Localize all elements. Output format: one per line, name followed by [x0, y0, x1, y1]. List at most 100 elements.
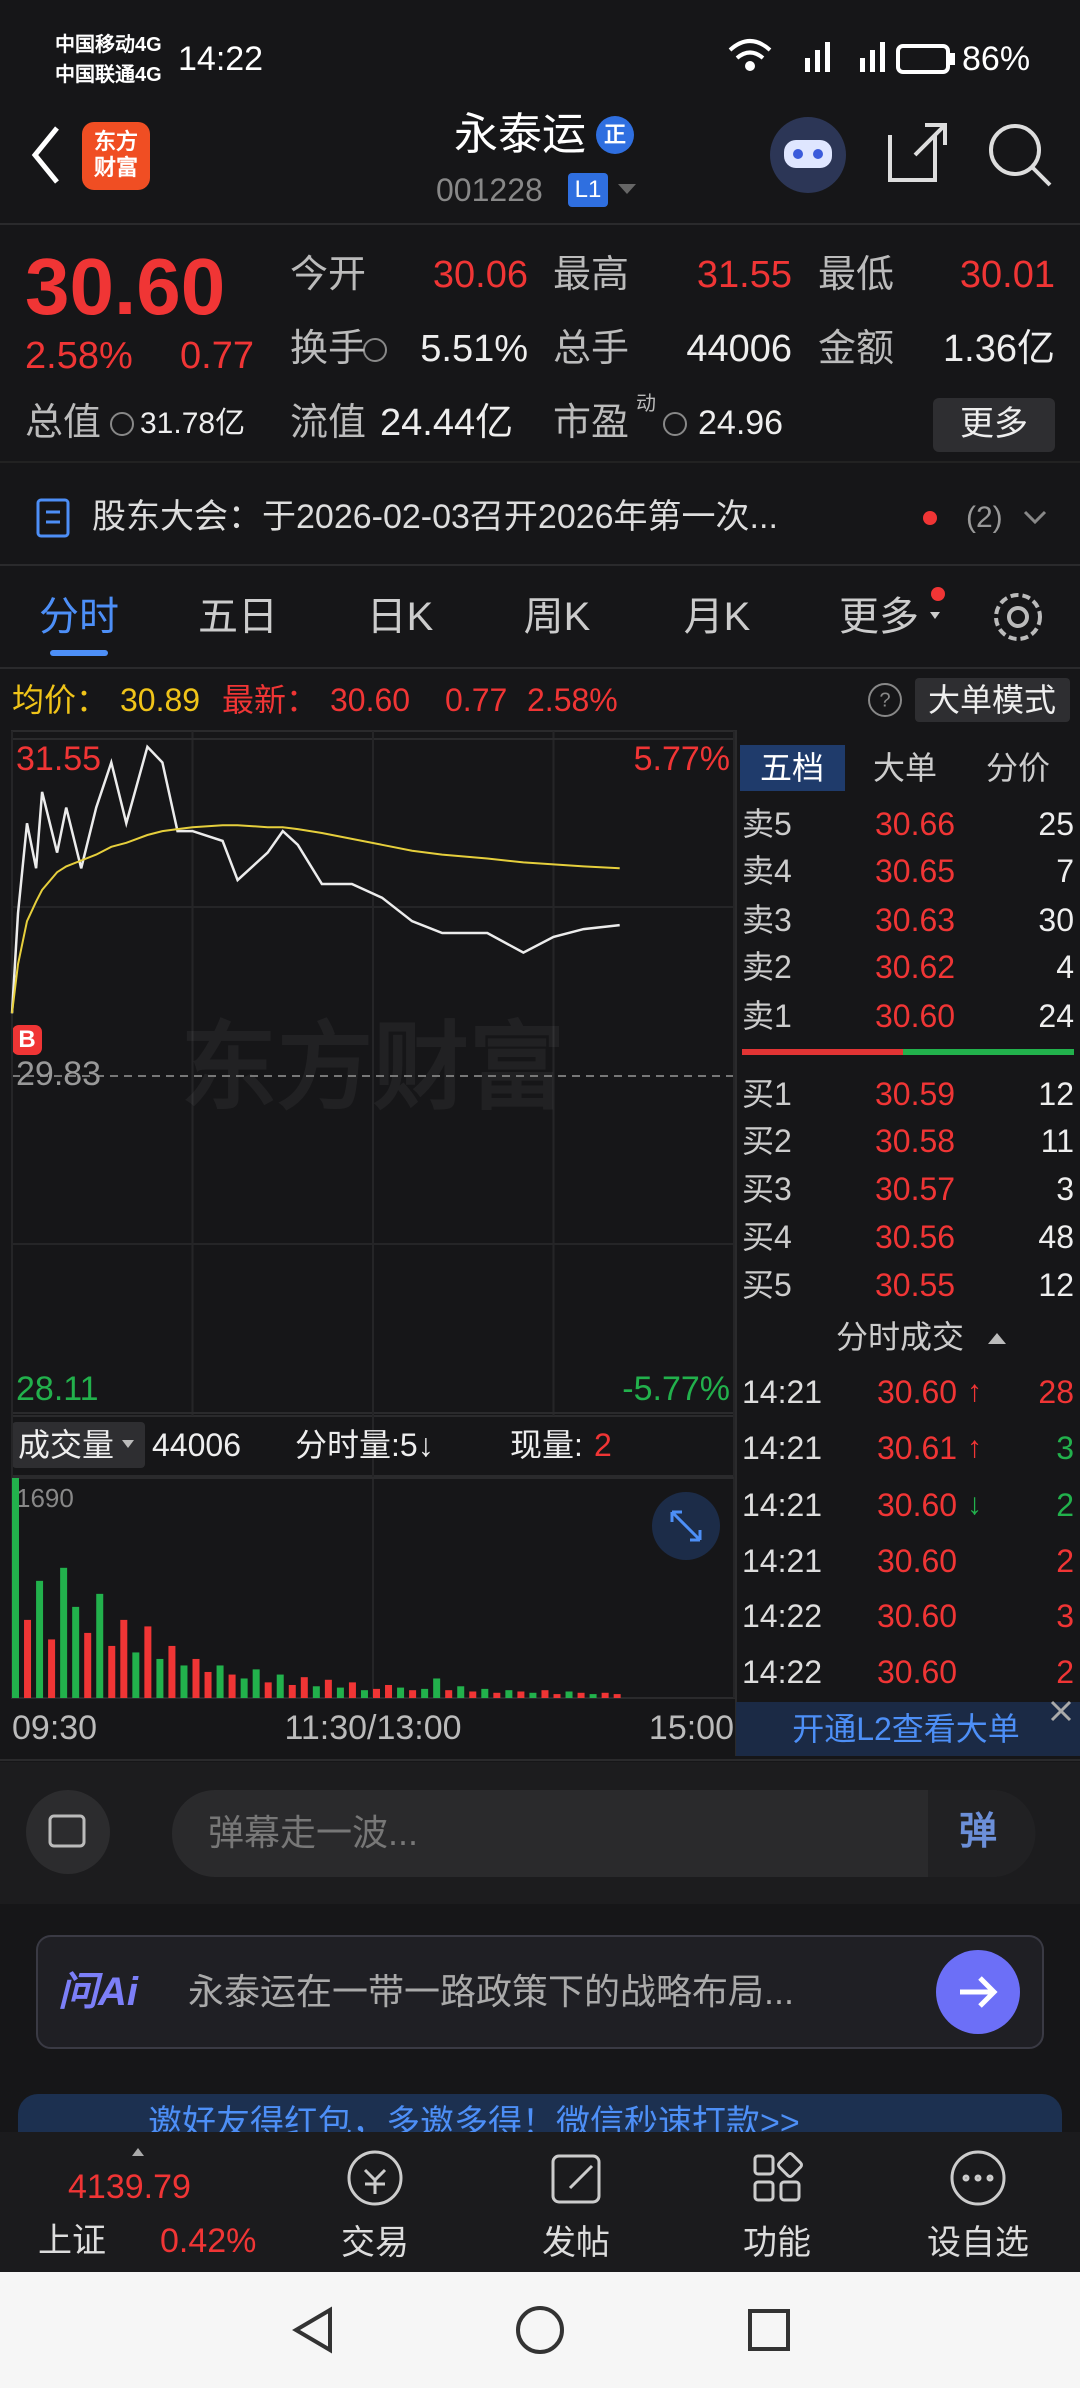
volume-bar — [216, 1665, 224, 1698]
search-icon[interactable] — [989, 124, 1052, 187]
book-tab[interactable]: 五档 — [759, 749, 824, 786]
volume-bar — [360, 1690, 368, 1698]
ai-prompt[interactable]: 永泰运在一带一路政策下的战略布局... — [188, 1970, 795, 2012]
avg-value: 30.89 — [120, 681, 201, 718]
info-icon[interactable] — [110, 412, 134, 436]
danmaku-icon[interactable] — [26, 1790, 110, 1874]
change-pct: 2.58% — [25, 335, 133, 378]
nav-item[interactable]: 交易 — [341, 2224, 409, 2263]
book-label: 买4 — [742, 1218, 792, 1255]
mode-button[interactable]: 大单模式 — [927, 681, 1056, 718]
sys-home[interactable] — [516, 2306, 564, 2354]
back-button[interactable] — [31, 126, 59, 184]
field-label: 市盈 — [553, 402, 630, 445]
index-value[interactable]: 4139.79 — [68, 2168, 191, 2207]
more-button-bg[interactable] — [933, 398, 1055, 452]
help-icon[interactable] — [868, 683, 902, 717]
danmaku-input[interactable] — [172, 1790, 1035, 1877]
info-icon[interactable] — [663, 412, 687, 436]
field-value: 1.36亿 — [943, 328, 1055, 371]
danmaku-button[interactable]: 弹 — [958, 1811, 997, 1854]
book-label: 卖5 — [742, 805, 792, 842]
ad-text[interactable]: 邀好友得红包，多邀多得！微信秒速打款>> — [148, 2104, 800, 2132]
volume-bar — [541, 1690, 549, 1698]
avg-label: 均价： — [12, 681, 109, 718]
last-change-pct: 2.58% — [527, 681, 618, 718]
tab-underline — [50, 650, 108, 656]
book-volume: 12 — [1038, 1075, 1074, 1112]
ai-bar[interactable] — [36, 1935, 1044, 2049]
bid-bar — [903, 1049, 1074, 1055]
stock-title: 永泰运 — [454, 110, 586, 160]
book-tab[interactable]: 分价 — [985, 749, 1050, 786]
volume-select[interactable]: 成交量 — [18, 1426, 115, 1463]
book-tab[interactable]: 大单 — [872, 749, 937, 786]
sys-back[interactable] — [292, 2306, 332, 2354]
sys-recent[interactable] — [748, 2309, 790, 2351]
tab[interactable]: 分时 — [39, 595, 119, 639]
volume-bar — [84, 1632, 92, 1698]
book-volume: 48 — [1038, 1218, 1074, 1255]
l2-banner[interactable]: 开通L2查看大单 — [792, 1710, 1020, 1747]
book-volume: 7 — [1056, 852, 1074, 889]
expand-chevron[interactable] — [1023, 510, 1047, 525]
tab[interactable]: 月K — [683, 595, 751, 639]
volume-bar — [505, 1690, 513, 1698]
volume-interval[interactable]: 分时量:5↓ — [295, 1426, 434, 1463]
book-price: 30.65 — [875, 852, 956, 889]
book-volume: 11 — [1040, 1122, 1074, 1159]
book-volume: 24 — [1038, 997, 1074, 1034]
tab[interactable]: 更多 — [839, 595, 919, 639]
danmaku-placeholder[interactable]: 弹幕走一波... — [208, 1811, 419, 1853]
close-icon[interactable] — [1050, 1700, 1072, 1722]
field-value: 31.55 — [696, 254, 792, 297]
volume-bar — [529, 1692, 537, 1698]
trade-volume: 2 — [1056, 1542, 1074, 1579]
nav-item[interactable]: 功能 — [743, 2224, 811, 2263]
mode-button-bg[interactable] — [915, 678, 1070, 722]
expand-button[interactable] — [652, 1492, 720, 1560]
l2-banner-bg[interactable] — [736, 1702, 1080, 1756]
share-icon[interactable] — [888, 123, 947, 182]
field-label: 流值 — [290, 402, 367, 445]
more-button[interactable]: 更多 — [960, 405, 1028, 444]
robot-icon[interactable] — [770, 117, 846, 193]
book-label: 买5 — [742, 1266, 792, 1303]
book-price: 30.60 — [875, 997, 956, 1034]
price-line — [10, 744, 620, 1014]
nav-item[interactable]: 设自选 — [927, 2224, 1029, 2263]
y2-tick-label: -5.77% — [622, 1370, 730, 1408]
y-tick-label: 29.83 — [16, 1055, 101, 1093]
volume-bar — [336, 1687, 344, 1698]
volume-select-bg[interactable] — [12, 1422, 145, 1468]
logo-text: 财富 — [93, 154, 138, 180]
volume-bar — [493, 1692, 501, 1698]
volume-bar — [36, 1580, 44, 1698]
notice-text[interactable]: 股东大会：于2026-02-03召开2026年第一次... — [92, 498, 778, 537]
nav-item[interactable]: 发帖 — [542, 2224, 610, 2263]
dropdown[interactable] — [618, 184, 636, 194]
trade-arrow: ↓ — [967, 1488, 982, 1521]
tab[interactable]: 五日 — [198, 595, 278, 639]
sort-arrow[interactable] — [988, 1333, 1006, 1344]
volume-bar — [469, 1691, 477, 1698]
volume-bar — [228, 1674, 236, 1698]
ai-send[interactable] — [936, 1950, 1020, 2034]
field-label: 金额 — [818, 328, 895, 371]
volume-bar — [240, 1678, 248, 1698]
book-label: 卖2 — [742, 948, 792, 985]
trades-title[interactable]: 分时成交 — [835, 1318, 964, 1355]
settings-icon[interactable] — [994, 593, 1042, 641]
tab[interactable]: 日K — [366, 595, 434, 639]
last-change: 0.77 — [445, 681, 508, 718]
y-tick-label: 31.55 — [16, 740, 101, 778]
active-book-tab[interactable] — [740, 745, 845, 791]
field-label: 换手 — [290, 328, 367, 371]
volume-bar — [60, 1567, 68, 1698]
tab[interactable]: 周K — [523, 595, 591, 639]
trade-price: 30.60 — [877, 1486, 958, 1523]
info-icon[interactable] — [363, 338, 387, 362]
carrier: 中国移动4G — [55, 34, 162, 56]
danmaku-button-bg[interactable] — [928, 1790, 1036, 1877]
